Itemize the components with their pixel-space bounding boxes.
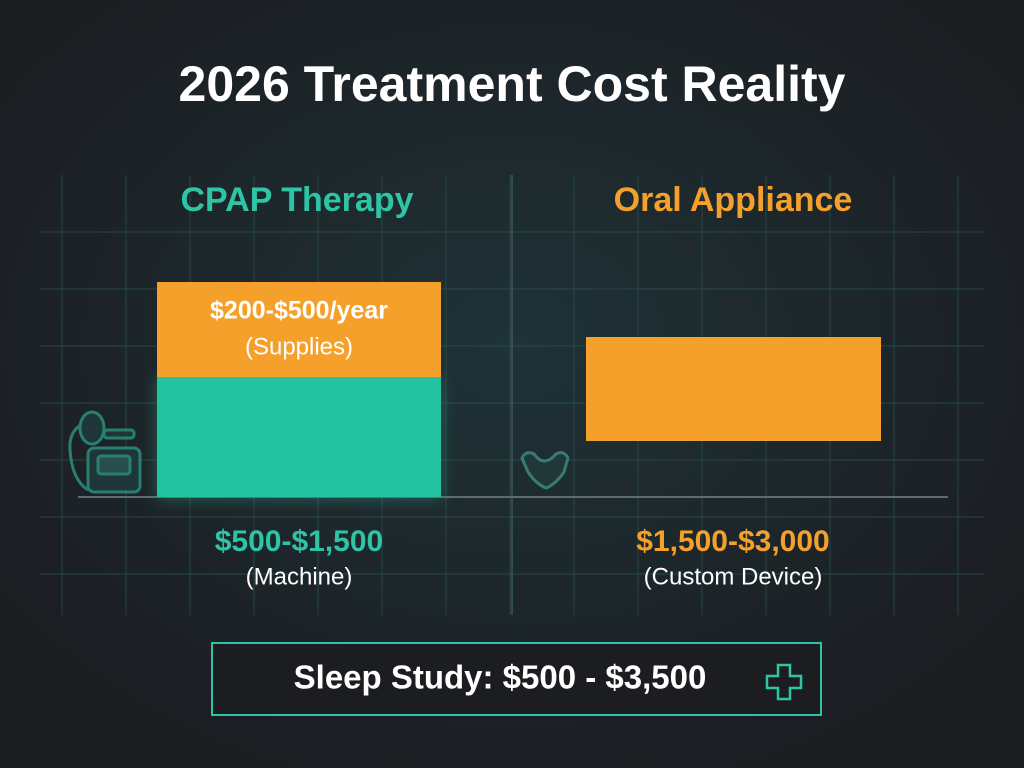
appliance-block — [586, 337, 881, 441]
cost: $500-$1,500 — [215, 525, 384, 558]
cost: $1,500-$3,000 — [636, 525, 830, 558]
mouthguard-icon — [520, 451, 570, 490]
cost-note: (Custom Device) — [644, 563, 823, 590]
cost-note: (Machine) — [246, 563, 353, 590]
footer-text: Sleep Study: $500 - $3,500 — [294, 659, 707, 696]
title: 2026 Treatment Cost Reality — [179, 56, 846, 112]
footer-box — [211, 642, 822, 716]
supplies-note: (Supplies) — [245, 333, 353, 360]
supplies-label: $200-$500/year — [210, 297, 388, 325]
panel-title: Oral Appliance — [614, 181, 853, 219]
plus-icon — [765, 663, 803, 701]
panel-title: CPAP Therapy — [180, 181, 413, 219]
cpap-icon — [68, 410, 142, 494]
supplies-block — [157, 282, 441, 377]
machine-block — [157, 377, 441, 497]
